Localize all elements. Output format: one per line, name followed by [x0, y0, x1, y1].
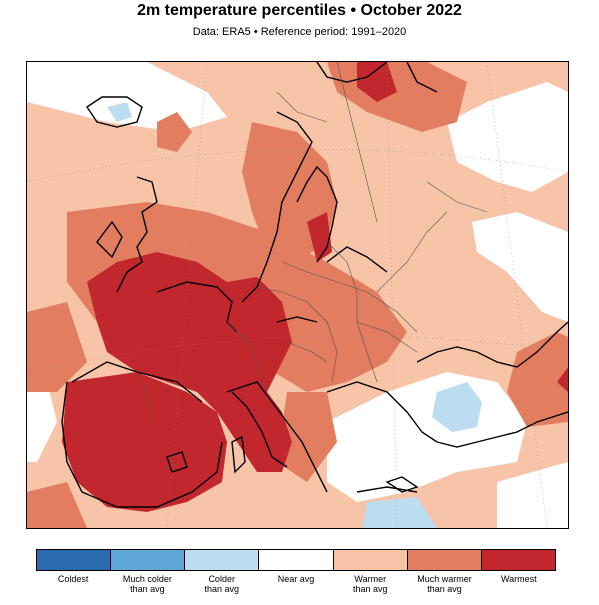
legend-labels: Coldest Much colder than avg Colder than a…: [36, 574, 556, 594]
legend-swatch: [481, 550, 555, 570]
legend-label: Warmer than avg: [353, 574, 388, 594]
legend: Coldest Much colder than avg Colder than a…: [36, 549, 556, 594]
legend-swatch: [333, 550, 408, 570]
legend-label: Warmest: [500, 574, 537, 584]
legend-label: Much warmer than avg: [417, 574, 472, 594]
graticule: [27, 62, 568, 528]
colder-than-avg-areas: [107, 102, 482, 528]
legend-swatch: [111, 550, 186, 570]
country-borders: [136, 62, 488, 423]
map-panel: [26, 61, 569, 529]
temperature-percentile-map: [27, 62, 568, 528]
chart-subtitle: Data: ERA5 • Reference period: 1991–2020: [192, 26, 407, 38]
warmest-areas: [62, 62, 568, 512]
legend-swatch: [259, 550, 334, 570]
legend-label: Colder than avg: [204, 574, 239, 594]
legend-label: Much colder than avg: [122, 574, 172, 594]
legend-swatch: [407, 550, 482, 570]
legend-label: Near avg: [277, 574, 315, 584]
chart-title: 2m temperature percentiles • October 202…: [137, 2, 462, 19]
legend-colorbar: [36, 549, 556, 571]
legend-swatch: [185, 550, 260, 570]
legend-label: Coldest: [57, 574, 89, 584]
legend-swatch: [37, 550, 112, 570]
